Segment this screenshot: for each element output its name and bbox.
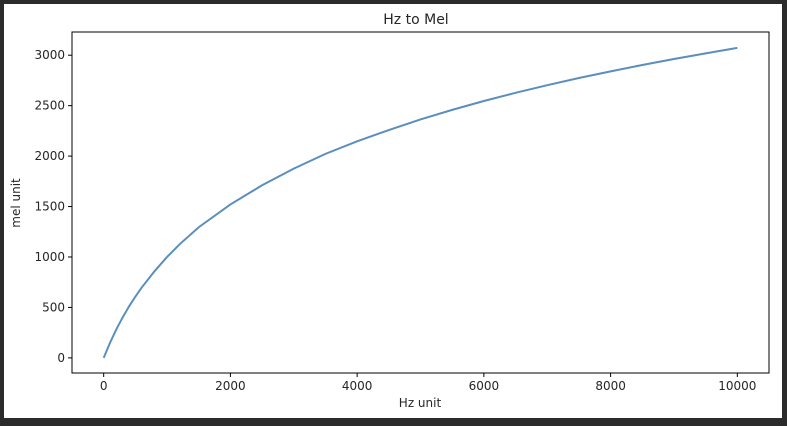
series-line — [102, 46, 738, 359]
y-tick-label: 1000 — [34, 250, 65, 264]
y-tick-label: 500 — [42, 300, 65, 314]
x-tick-label: 8000 — [595, 379, 626, 393]
y-axis: 0 500 1000 1500 2000 2500 3000 — [34, 48, 72, 365]
x-axis: 0 2000 4000 6000 8000 10000 — [100, 373, 756, 393]
y-tick-label: 3000 — [34, 48, 65, 62]
y-tick-label: 2000 — [34, 149, 65, 163]
plot-area — [71, 31, 770, 374]
line-chart: Hz to Mel 0 2000 4000 6000 8000 10000 0 500 100… — [9, 12, 770, 410]
x-tick-label: 4000 — [342, 379, 373, 393]
y-tick-label: 1500 — [34, 200, 65, 214]
x-tick-label: 0 — [100, 379, 108, 393]
chart-title: Hz to Mel — [383, 12, 448, 28]
x-axis-label: Hz unit — [399, 396, 442, 410]
y-tick-label: 0 — [57, 351, 65, 365]
x-tick-label: 2000 — [215, 379, 246, 393]
chart-frame: Hz to Mel 0 2000 4000 6000 8000 10000 0 500 100… — [4, 4, 782, 418]
x-tick-label: 6000 — [469, 379, 500, 393]
x-tick-label: 10000 — [718, 379, 756, 393]
y-axis-label: mel unit — [9, 178, 23, 228]
y-tick-label: 2500 — [34, 99, 65, 113]
